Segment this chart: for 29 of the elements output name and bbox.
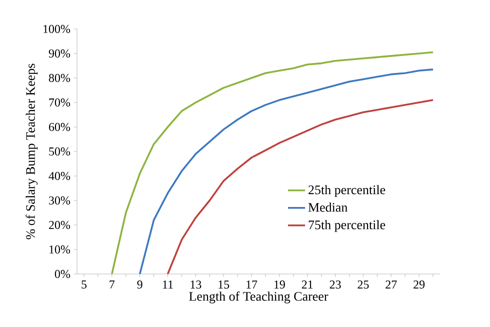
y-tick-label: 80%: [48, 74, 70, 82]
legend-label: 75th percentile: [308, 220, 386, 232]
x-tick-label: 29: [414, 280, 425, 289]
y-tick-label: 40%: [48, 172, 70, 180]
x-tick-label: 15: [218, 280, 230, 289]
x-tick-label: 9: [137, 280, 142, 289]
y-tick-label: 90%: [48, 49, 70, 58]
legend-label: Median: [308, 202, 348, 212]
y-tick-label: 70%: [49, 98, 70, 107]
x-tick-label: 19: [274, 280, 285, 289]
y-tick-label: 0%: [54, 270, 70, 278]
y-tick-label: 30%: [49, 196, 70, 205]
x-tick-label: 5: [82, 280, 87, 288]
x-tick-label: 23: [330, 280, 341, 289]
x-axis-title: Length of Teaching Career: [189, 291, 328, 304]
x-tick-label: 17: [246, 280, 258, 288]
y-tick-label: 60%: [48, 122, 70, 132]
y-axis-title: % of Salary Bump Teacher Keeps: [26, 64, 38, 240]
x-tick-label: 21: [302, 280, 313, 288]
y-tick-label: 10%: [50, 245, 70, 254]
x-tick-label: 11: [163, 280, 173, 288]
y-tick-label: 20%: [49, 220, 70, 230]
x-tick-label: 27: [386, 280, 397, 288]
x-tick-label: 13: [190, 280, 202, 289]
x-tick-label: 7: [110, 280, 115, 288]
x-tick-label: 25: [358, 280, 369, 289]
y-tick-label: 100%: [44, 24, 70, 34]
legend-label: 25th percentile: [308, 185, 386, 197]
y-tick-label: 50%: [49, 147, 70, 156]
